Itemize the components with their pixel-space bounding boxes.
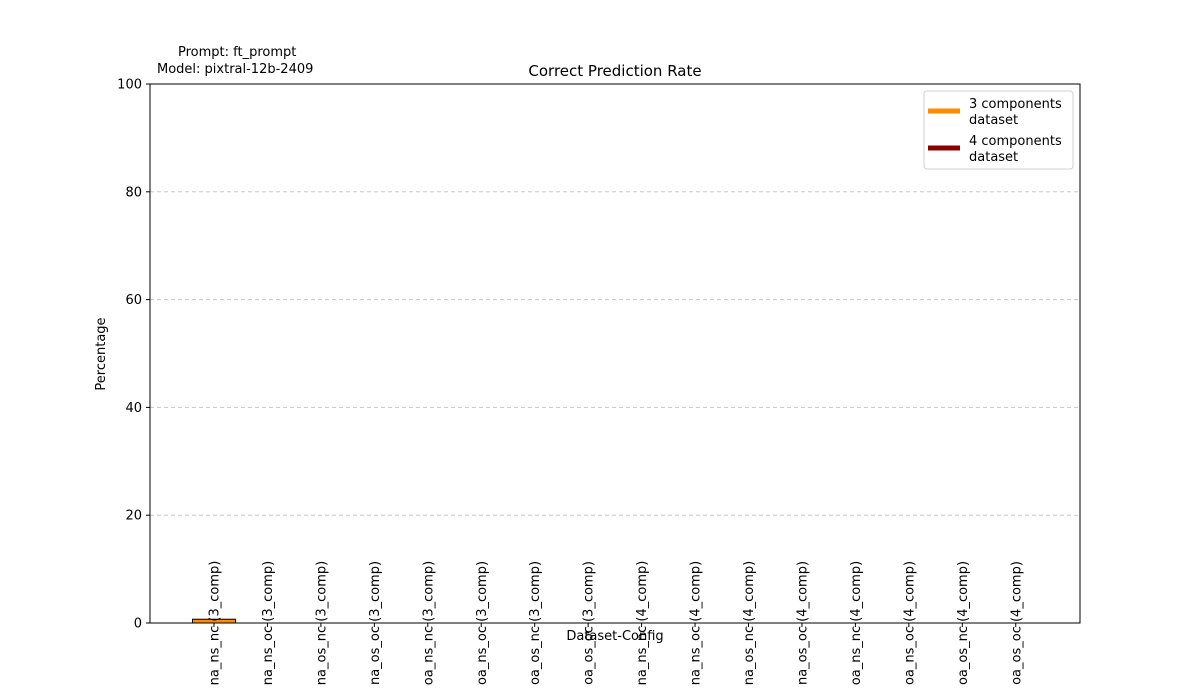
y-tick-label: 80 (125, 185, 142, 200)
x-axis-ticks: na_ns_nc (3_comp) na_ns_oc (3_comp) na_os_… (208, 561, 1025, 686)
x-tick-label: na_ns_oc (4_comp) (689, 561, 704, 685)
legend-label: 4 components (969, 134, 1062, 149)
x-tick-label: oa_os_nc (3_comp) (528, 561, 543, 685)
x-tick-label: oa_ns_nc (3_comp) (421, 561, 436, 685)
legend-label: dataset (969, 150, 1018, 165)
y-tick-label: 20 (125, 509, 142, 524)
model-note: Model: pixtral-12b-2409 (157, 62, 314, 77)
y-tick-label: 40 (125, 401, 142, 416)
x-tick-label: na_ns_oc (3_comp) (261, 561, 276, 685)
legend-label: dataset (969, 113, 1018, 128)
y-axis-label: Percentage (94, 317, 109, 390)
x-axis-label: Dataset-Config (566, 629, 663, 644)
y-tick-label: 0 (134, 617, 142, 632)
x-tick-label: na_os_nc (3_comp) (314, 561, 329, 685)
x-tick-label: na_os_oc (3_comp) (368, 561, 383, 685)
plot-frame (149, 83, 1081, 624)
x-tick-label: oa_os_nc (4_comp) (956, 561, 971, 685)
x-tick-label: oa_ns_nc (4_comp) (849, 561, 864, 685)
prompt-note: Prompt: ft_prompt (178, 45, 297, 60)
grid-lines (150, 191, 1080, 516)
x-tick-label: na_ns_nc (3_comp) (208, 561, 223, 686)
legend-box (923, 90, 1074, 170)
x-tick-label: oa_os_oc (3_comp) (582, 561, 597, 685)
legend-label: 3 components (969, 97, 1062, 112)
y-tick-label: 100 (117, 78, 142, 93)
chart-title: Correct Prediction Rate (528, 62, 701, 80)
x-tick-label: oa_ns_oc (4_comp) (902, 561, 917, 685)
x-tick-label: na_os_oc (4_comp) (795, 561, 810, 685)
x-tick-label: oa_ns_oc (3_comp) (475, 561, 490, 685)
x-tick-label: na_ns_nc (4_comp) (635, 561, 650, 686)
x-tick-label: na_os_nc (4_comp) (742, 561, 757, 685)
x-tick-label: oa_os_oc (4_comp) (1009, 561, 1024, 685)
y-tick-label: 60 (125, 293, 142, 308)
y-axis-ticks: 0 20 40 60 80 100 (117, 78, 150, 632)
